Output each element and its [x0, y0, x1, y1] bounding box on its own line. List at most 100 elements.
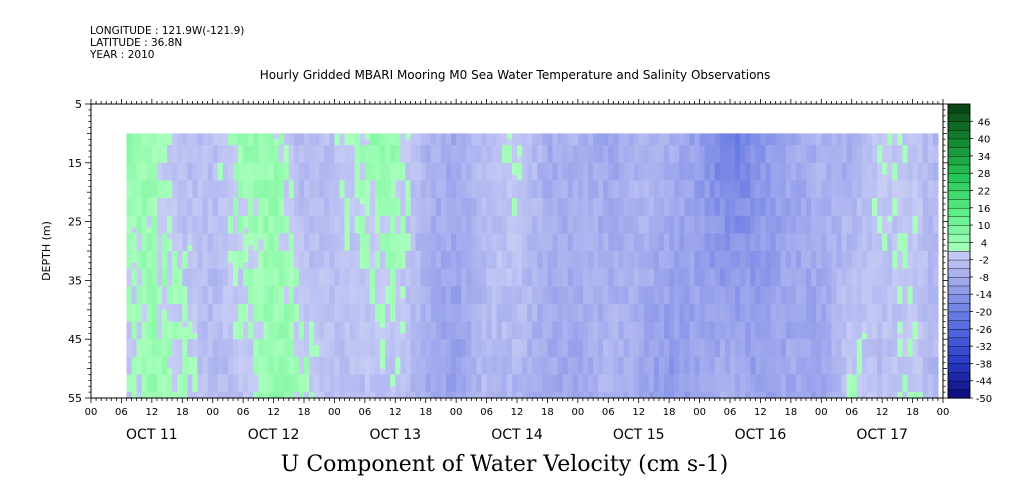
- heatmap-cell: [623, 174, 630, 182]
- heatmap-cell: [598, 298, 604, 305]
- heatmap-cell: [136, 386, 143, 393]
- heatmap-cell: [349, 215, 356, 223]
- heatmap-cell: [334, 345, 341, 352]
- heatmap-cell: [253, 386, 259, 393]
- heatmap-cell: [440, 221, 447, 229]
- heatmap-cell: [248, 256, 254, 264]
- heatmap-cell: [603, 298, 609, 305]
- heatmap-cell: [273, 368, 280, 376]
- heatmap-cell: [446, 221, 452, 229]
- heatmap-cell: [298, 227, 305, 234]
- heatmap-cell: [364, 274, 371, 281]
- heatmap-cell: [496, 245, 503, 252]
- heatmap-cell: [197, 256, 204, 264]
- heatmap-cell: [410, 215, 417, 223]
- heatmap-cell: [613, 151, 620, 158]
- heatmap-cell: [156, 386, 163, 393]
- heatmap-cell: [517, 227, 523, 234]
- heatmap-cell: [258, 192, 265, 199]
- heatmap-cell: [603, 221, 609, 229]
- heatmap-cell: [395, 227, 401, 234]
- heatmap-cell: [440, 368, 447, 376]
- heatmap-cell: [172, 362, 178, 370]
- heatmap-cell: [623, 374, 630, 381]
- heatmap-cell: [319, 380, 325, 387]
- heatmap-cell: [628, 333, 635, 340]
- heatmap-cell: [151, 151, 158, 158]
- heatmap-cell: [395, 262, 401, 270]
- heatmap-cell: [400, 162, 407, 170]
- heatmap-cell: [501, 192, 508, 199]
- heatmap-cell: [669, 374, 675, 381]
- heatmap-cell: [420, 168, 427, 176]
- heatmap-cell: [517, 233, 523, 240]
- heatmap-cell: [633, 139, 640, 146]
- heatmap-cell: [669, 356, 675, 364]
- heatmap-cell: [552, 174, 559, 182]
- heatmap-cell: [532, 327, 538, 334]
- heatmap-cell: [349, 203, 356, 211]
- heatmap-cell: [405, 180, 412, 187]
- heatmap-cell: [415, 239, 422, 246]
- heatmap-cell: [501, 280, 508, 287]
- heatmap-cell: [314, 215, 320, 223]
- heatmap-cell: [451, 386, 457, 393]
- heatmap-cell: [542, 303, 549, 311]
- heatmap-cell: [278, 180, 285, 187]
- heatmap-cell: [527, 315, 533, 323]
- heatmap-cell: [136, 345, 143, 352]
- heatmap-cell: [527, 368, 533, 376]
- heatmap-cell: [136, 374, 143, 381]
- heatmap-cell: [172, 251, 178, 258]
- heatmap-cell: [217, 227, 224, 234]
- heatmap-cell: [156, 315, 163, 323]
- heatmap-cell: [278, 268, 285, 276]
- heatmap-cell: [420, 333, 427, 340]
- heatmap-cell: [238, 180, 244, 187]
- heatmap-cell: [293, 333, 300, 340]
- heatmap-cell: [664, 333, 670, 340]
- heatmap-cell: [156, 221, 163, 229]
- heatmap-cell: [420, 350, 427, 358]
- heatmap-cell: [410, 133, 417, 140]
- heatmap-cell: [172, 168, 178, 176]
- heatmap-cell: [304, 386, 310, 393]
- heatmap-cell: [623, 280, 630, 287]
- heatmap-cell: [187, 180, 194, 187]
- heatmap-cell: [664, 392, 670, 399]
- heatmap-cell: [659, 345, 665, 352]
- heatmap-cell: [435, 151, 442, 158]
- heatmap-cell: [136, 321, 143, 329]
- heatmap-cell: [552, 145, 559, 152]
- heatmap-cell: [582, 368, 589, 376]
- heatmap-cell: [410, 245, 417, 252]
- heatmap-cell: [126, 180, 133, 187]
- heatmap-cell: [476, 209, 483, 217]
- heatmap-cell: [476, 174, 483, 182]
- heatmap-cell: [446, 315, 452, 323]
- heatmap-cell: [501, 203, 508, 211]
- heatmap-cell: [329, 215, 336, 223]
- heatmap-cell: [613, 368, 620, 376]
- heatmap-cell: [456, 315, 462, 323]
- heatmap-cell: [222, 362, 229, 370]
- heatmap-cell: [669, 156, 675, 164]
- heatmap-cell: [151, 256, 158, 264]
- heatmap-cell: [674, 268, 680, 276]
- heatmap-cell: [451, 156, 457, 164]
- heatmap-cell: [182, 333, 188, 340]
- heatmap-cell: [481, 327, 488, 334]
- heatmap-cell: [349, 386, 356, 393]
- heatmap-cell: [156, 374, 163, 381]
- heatmap-cell: [537, 256, 543, 264]
- heatmap-cell: [197, 151, 204, 158]
- heatmap-cell: [197, 192, 204, 199]
- heatmap-cell: [187, 151, 194, 158]
- heatmap-cell: [167, 380, 173, 387]
- heatmap-cell: [395, 215, 401, 223]
- heatmap-cell: [212, 156, 219, 164]
- heatmap-cell: [517, 209, 523, 217]
- heatmap-cell: [258, 356, 265, 364]
- heatmap-cell: [440, 268, 447, 276]
- heatmap-cell: [324, 139, 330, 146]
